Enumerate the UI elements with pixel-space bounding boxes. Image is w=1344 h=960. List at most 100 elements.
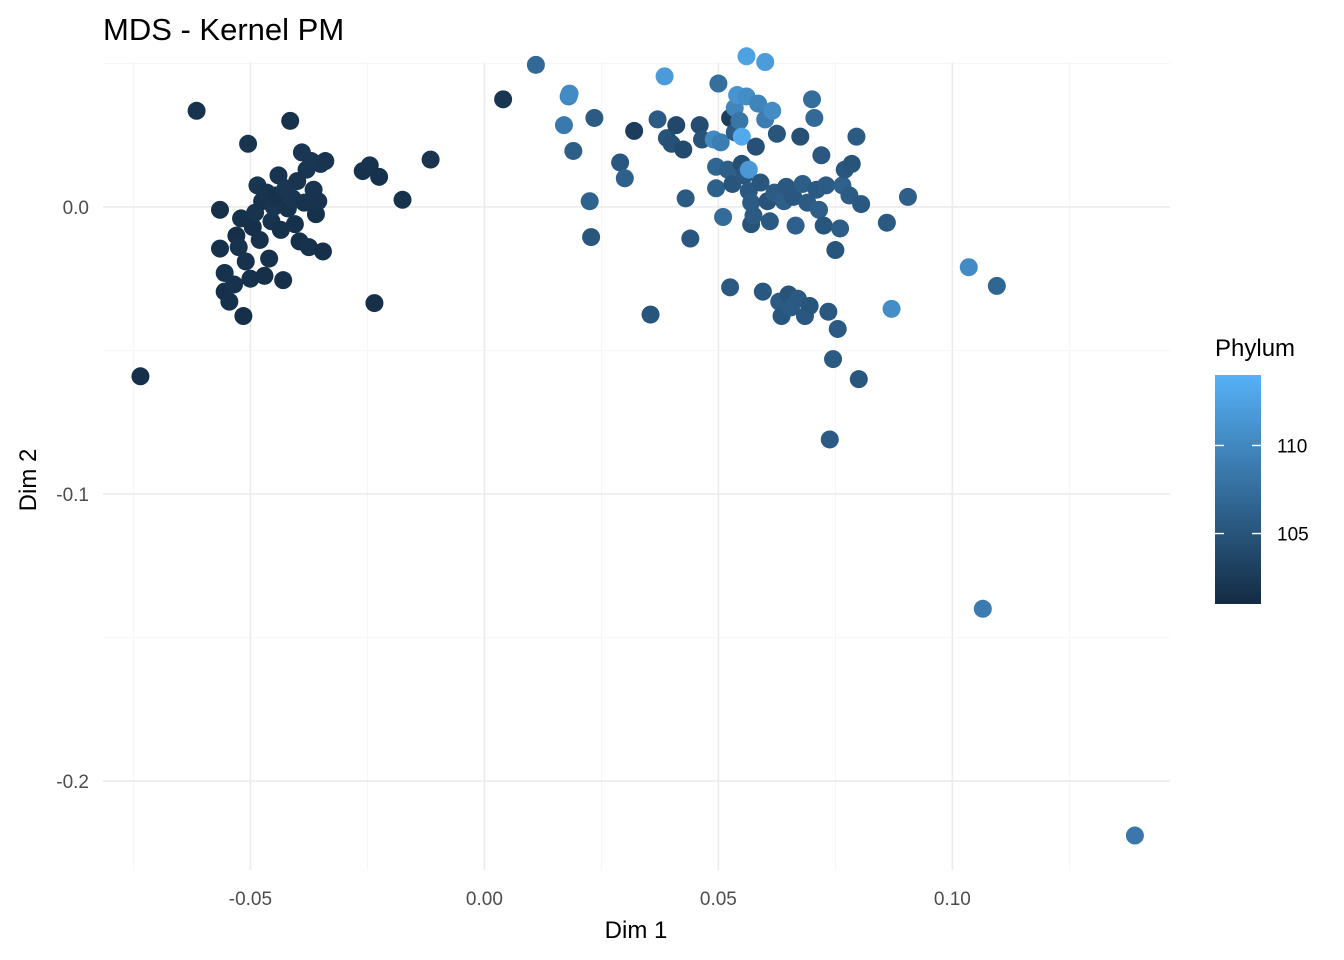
colorbar-tick-label: 105 [1277,525,1309,546]
data-point [810,200,829,219]
data-point [842,154,861,173]
data-point [746,137,765,156]
data-point [625,121,644,140]
data-point [260,249,279,268]
data-point [849,370,868,389]
data-point [131,367,150,386]
data-point [828,319,847,338]
x-tick-label: 0.00 [466,889,503,910]
data-point [582,228,601,247]
data-point [744,206,763,225]
data-point [718,160,737,179]
data-point [316,152,335,171]
data-point [805,108,824,127]
data-point [877,213,896,232]
data-point [714,207,733,226]
data-point [749,94,768,113]
data-point [239,134,258,153]
data-point [709,74,728,93]
colorbar-tick-label: 110 [1277,436,1307,457]
data-point [753,282,772,301]
data-point [812,146,831,165]
data-point [674,140,693,159]
data-point [800,296,819,315]
data-point [554,116,573,135]
y-tick-label: 0.0 [63,198,89,219]
data-point [763,101,782,120]
data-point [737,47,756,66]
data-point [560,84,579,103]
data-point [681,229,700,248]
data-point [274,271,293,290]
data-point [585,108,604,127]
points [131,47,1144,845]
x-tick-label: 0.10 [934,889,971,910]
data-point [370,167,389,186]
data-point [250,230,269,249]
data-point [285,215,304,234]
data-point [711,133,730,152]
data-point [494,90,513,109]
data-point [611,153,630,172]
data-point [236,252,255,271]
data-point [220,292,239,311]
data-point [817,176,836,195]
data-point [820,430,839,449]
data-point [234,307,253,326]
data-point [791,127,810,146]
data-point [814,216,833,235]
data-point [826,241,845,260]
data-point [786,216,805,235]
data-point [241,269,260,288]
data-point [721,278,740,297]
data-point [730,111,749,130]
data-point [299,238,318,257]
x-axis-ticks: -0.05 0.00 0.05 0.10 [229,889,971,910]
data-point [655,67,674,86]
y-axis-ticks: 0.0 -0.1 -0.2 [56,198,89,793]
data-point [756,53,775,71]
x-tick-label: -0.05 [229,889,272,910]
x-tick-label: 0.05 [700,889,737,910]
data-point [784,187,803,206]
data-point [824,350,843,369]
data-point [309,192,328,211]
data-point [421,150,440,169]
data-point [819,302,838,321]
data-point [802,90,821,109]
colorbar [1215,375,1261,604]
data-point [641,305,660,324]
legend-title: Phylum [1215,335,1295,362]
y-axis-label: Dim 2 [15,449,42,512]
data-point [210,200,229,219]
chart-title: MDS - Kernel PM [103,12,344,47]
data-point [898,187,917,206]
data-point [255,266,274,285]
data-point [229,238,248,257]
data-point [847,127,866,146]
data-point [793,174,812,193]
data-point [271,220,290,239]
data-point [393,190,412,209]
data-point [564,141,583,160]
data-point [225,275,244,294]
data-point [187,101,206,120]
data-point [760,212,779,231]
data-point [580,192,599,211]
data-point [831,219,850,238]
data-point [667,116,686,135]
data-point [987,276,1006,295]
y-tick-label: -0.1 [56,485,89,506]
data-point [959,258,978,277]
data-point [973,599,992,618]
data-point [690,116,709,135]
data-point [882,299,901,318]
x-axis-label: Dim 1 [605,917,668,944]
data-point [732,127,751,146]
data-point [281,111,300,130]
data-point [1125,826,1144,845]
data-point [751,173,770,192]
data-point [852,195,871,214]
data-point [707,179,726,198]
